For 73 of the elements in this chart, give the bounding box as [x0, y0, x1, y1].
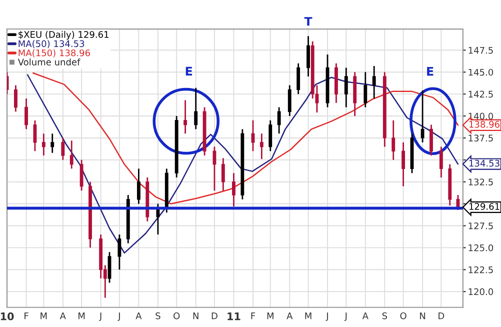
- candlestick: [288, 84, 292, 117]
- candlestick: [268, 120, 272, 152]
- x-tick-label: M: [305, 312, 312, 320]
- x-tick-label: M: [78, 312, 85, 320]
- y-tick-label: 132.5: [468, 178, 493, 186]
- annotation: Volume undef: [18, 58, 80, 66]
- candlestick: [306, 35, 310, 78]
- candlestick: [402, 142, 406, 187]
- candlestick: [136, 168, 140, 204]
- annotation: T: [304, 17, 312, 26]
- candlestick: [260, 132, 264, 160]
- candlestick: [456, 194, 460, 211]
- candlestick: [24, 98, 28, 130]
- candlestick: [80, 159, 84, 192]
- x-tick-label: J: [99, 312, 102, 321]
- candlestick: [42, 132, 46, 156]
- x-tick-label: A: [60, 312, 66, 320]
- y-tick-label: 125.0: [468, 244, 494, 252]
- candlestick: [108, 251, 112, 284]
- legend-label: MA(50) 134.53: [18, 40, 84, 48]
- x-tick-label: N: [420, 312, 426, 320]
- x-tick-label: F: [251, 312, 256, 320]
- line-series: [26, 74, 459, 254]
- x-tick-label: F: [24, 312, 28, 320]
- candlestick: [14, 84, 18, 112]
- legend-label: $XEU (Daily) 129.61: [18, 30, 108, 40]
- x-tick-label: J: [326, 312, 328, 321]
- x-tick-label: J: [118, 312, 120, 321]
- candlestick: [420, 90, 424, 144]
- x-tick-label: 11: [228, 312, 240, 320]
- x-tick-label: N: [193, 312, 198, 320]
- y-tick-label: 147.5: [468, 47, 493, 54]
- x-tick-label: 10: [0, 312, 14, 320]
- legend-label: MA(150) 138.96: [18, 49, 90, 58]
- x-tick-label: S: [156, 312, 160, 320]
- x-tick-label: M: [267, 312, 274, 320]
- candlestick: [50, 132, 54, 154]
- x-tick-label: M: [40, 312, 47, 320]
- x-tick-label: A: [286, 312, 293, 320]
- text: 129.61: [469, 203, 500, 210]
- annotation: E: [186, 66, 192, 76]
- y-tick-label: 145.0: [468, 68, 494, 76]
- y-tick-label: 120.0: [468, 288, 494, 296]
- x-tick-label: D: [212, 312, 218, 320]
- x-tick-label: O: [174, 312, 180, 320]
- x-tick-label: S: [382, 312, 388, 320]
- y-tick-label: 137.5: [468, 134, 493, 142]
- candlestick: [392, 120, 396, 161]
- x-tick-label: J: [344, 312, 347, 321]
- y-tick-label: 122.5: [468, 266, 493, 274]
- annotation: E: [427, 66, 434, 76]
- x-tick-label: A: [362, 312, 368, 320]
- candlestick: [296, 62, 300, 95]
- y-tick-label: 127.5: [468, 222, 493, 230]
- candlestick: [277, 106, 281, 134]
- x-tick-label: O: [400, 312, 406, 320]
- candlestick: [372, 65, 376, 100]
- y-tick-label: 142.5: [468, 90, 493, 98]
- candlestick: [61, 137, 65, 161]
- candlestick: [439, 146, 443, 178]
- candlestick: [232, 172, 236, 208]
- x-tick-label: A: [136, 312, 142, 320]
- data-label: 134.53: [469, 160, 500, 167]
- candlestick: [118, 234, 122, 270]
- data-label: 138.96: [469, 120, 500, 128]
- candlestick: [364, 71, 368, 108]
- candlestick: [221, 157, 225, 192]
- candlestick: [184, 100, 187, 134]
- x-tick-label: D: [438, 312, 444, 320]
- candlestick: [430, 124, 433, 156]
- candlestick: [70, 140, 74, 170]
- candlestick: [344, 67, 348, 108]
- candlestick: [194, 87, 198, 130]
